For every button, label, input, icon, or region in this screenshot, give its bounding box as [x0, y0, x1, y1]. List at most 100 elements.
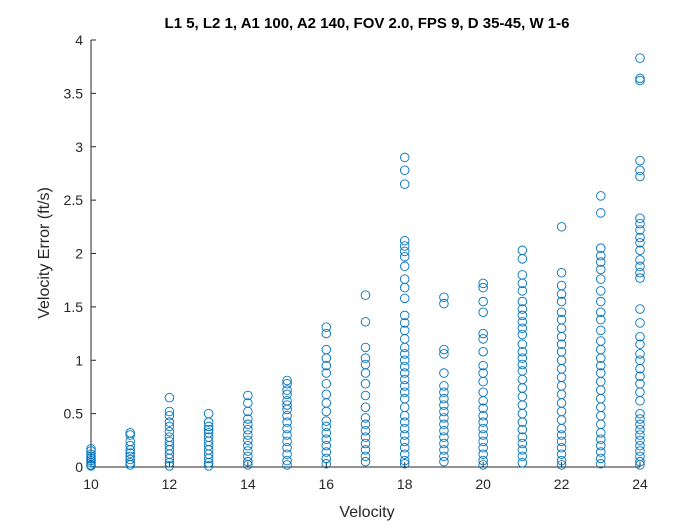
data-point — [321, 421, 332, 432]
data-point — [635, 232, 645, 243]
data-point — [399, 261, 410, 272]
data-point — [517, 417, 528, 427]
data-point — [635, 53, 645, 63]
data-point — [439, 456, 449, 467]
data-point — [517, 451, 528, 462]
data-point — [635, 460, 645, 470]
data-point — [439, 419, 449, 430]
data-point — [478, 417, 488, 427]
data-point — [478, 455, 488, 466]
data-point — [596, 393, 606, 404]
data-point — [635, 213, 645, 224]
data-point — [399, 423, 410, 434]
data-point — [203, 417, 214, 427]
data-point — [439, 413, 449, 423]
data-point — [164, 411, 175, 421]
data-point — [635, 267, 645, 278]
data-point — [517, 339, 528, 349]
data-point — [439, 349, 449, 359]
data-point — [635, 218, 645, 229]
data-point — [125, 457, 135, 468]
data-point — [399, 318, 410, 328]
data-point — [517, 432, 528, 442]
data-point — [596, 286, 606, 296]
y-tick-label: 3.5 — [64, 85, 84, 101]
data-point — [556, 455, 567, 466]
data-point — [86, 446, 96, 456]
data-point — [360, 432, 371, 442]
data-point — [243, 446, 253, 456]
data-point — [86, 444, 96, 454]
data-point — [596, 208, 606, 218]
data-point — [439, 400, 449, 410]
data-point — [399, 393, 410, 404]
data-point — [517, 359, 528, 370]
data-point — [635, 364, 645, 374]
data-point — [399, 430, 410, 440]
data-point — [243, 390, 253, 401]
data-point — [596, 314, 606, 325]
data-point — [478, 387, 488, 398]
x-tick-label: 12 — [162, 476, 178, 492]
data-point — [399, 349, 410, 359]
data-point — [321, 344, 332, 355]
data-point — [399, 459, 410, 469]
data-point — [596, 402, 606, 412]
data-point — [321, 328, 332, 339]
data-point — [635, 456, 645, 467]
x-tick-label: 20 — [475, 476, 491, 492]
data-point — [517, 346, 528, 357]
data-point — [243, 414, 253, 424]
data-point — [596, 428, 606, 438]
data-point — [360, 390, 371, 401]
data-point — [635, 225, 645, 235]
data-point — [203, 453, 214, 464]
data-point — [125, 454, 135, 465]
data-point — [125, 430, 135, 440]
data-point — [517, 424, 528, 435]
data-point — [478, 403, 488, 414]
data-point — [596, 376, 606, 387]
data-point — [635, 171, 645, 182]
data-point — [596, 459, 606, 469]
data-point — [635, 387, 645, 398]
data-point — [556, 460, 567, 470]
data-point — [125, 445, 135, 455]
data-point — [243, 440, 253, 451]
data-point — [596, 411, 606, 421]
data-point — [596, 336, 606, 346]
data-point — [596, 296, 606, 307]
data-point — [439, 344, 449, 355]
data-point — [282, 417, 292, 427]
data-point — [164, 417, 175, 427]
data-point — [125, 428, 135, 438]
data-point — [556, 289, 567, 299]
data-point — [86, 455, 96, 466]
data-point — [439, 387, 449, 398]
y-tick-label: 2 — [75, 246, 83, 262]
data-point — [596, 453, 606, 464]
data-point — [556, 332, 567, 342]
data-point — [478, 278, 488, 289]
data-point — [360, 378, 371, 389]
data-point — [635, 430, 645, 440]
data-point — [321, 398, 332, 408]
data-point — [517, 245, 528, 256]
data-point — [556, 355, 567, 366]
data-point — [556, 307, 567, 317]
data-point — [86, 453, 96, 464]
data-point — [439, 425, 449, 436]
x-tick-label: 22 — [554, 476, 570, 492]
data-point — [439, 445, 449, 455]
data-point — [635, 332, 645, 342]
data-point — [164, 461, 175, 471]
data-point — [478, 460, 488, 470]
data-point — [556, 364, 567, 374]
data-point — [517, 408, 528, 419]
data-point — [243, 456, 253, 467]
data-point — [596, 353, 606, 363]
data-point — [282, 436, 292, 447]
data-point — [399, 235, 410, 246]
data-point — [399, 282, 410, 293]
